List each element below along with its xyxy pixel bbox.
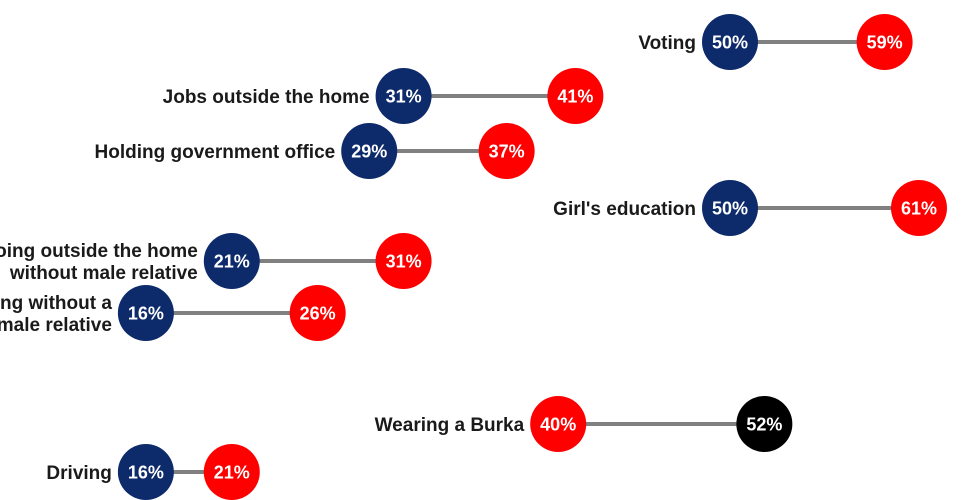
start-value-label-3: 50% (712, 199, 748, 219)
start-value-label-4: 21% (214, 252, 250, 272)
start-dot-4 (203, 233, 260, 289)
category-label-3: Girl's education (553, 199, 696, 220)
end-dot-4 (375, 233, 432, 289)
end-value-label-3: 61% (901, 199, 937, 219)
start-value-label-1: 31% (386, 87, 422, 107)
start-value-label-2: 29% (351, 142, 387, 162)
end-value-label-0: 59% (867, 33, 903, 53)
end-dot-5 (289, 285, 346, 341)
start-dot-7 (117, 444, 174, 500)
start-value-label-0: 50% (712, 33, 748, 53)
category-label-6: Wearing a Burka (375, 415, 525, 436)
start-dot-1 (375, 68, 432, 124)
end-dot-3 (890, 180, 947, 236)
category-label-2: Holding government office (95, 142, 336, 163)
end-value-label-2: 37% (489, 142, 525, 162)
category-label-0: Voting (638, 33, 696, 54)
end-dot-6 (736, 396, 793, 452)
category-label-1: Jobs outside the home (163, 87, 370, 108)
end-value-label-6: 52% (746, 415, 782, 435)
end-dot-7 (203, 444, 260, 500)
start-value-label-6: 40% (540, 415, 576, 435)
start-dot-0 (702, 14, 758, 70)
start-dot-3 (702, 180, 758, 236)
category-label-4: Going outside the home without male relat… (0, 241, 198, 284)
end-value-label-5: 26% (300, 304, 336, 324)
start-dot-5 (117, 285, 174, 341)
end-dot-1 (547, 68, 604, 124)
end-value-label-7: 21% (214, 463, 250, 483)
start-value-label-7: 16% (128, 463, 164, 483)
end-value-label-1: 41% (557, 87, 593, 107)
start-value-label-5: 16% (128, 304, 164, 324)
start-dot-6 (530, 396, 587, 452)
end-dot-2 (478, 123, 535, 179)
category-label-7: Driving (46, 463, 111, 484)
end-dot-0 (856, 14, 913, 70)
start-dot-2 (341, 123, 398, 179)
end-value-label-4: 31% (386, 252, 422, 272)
